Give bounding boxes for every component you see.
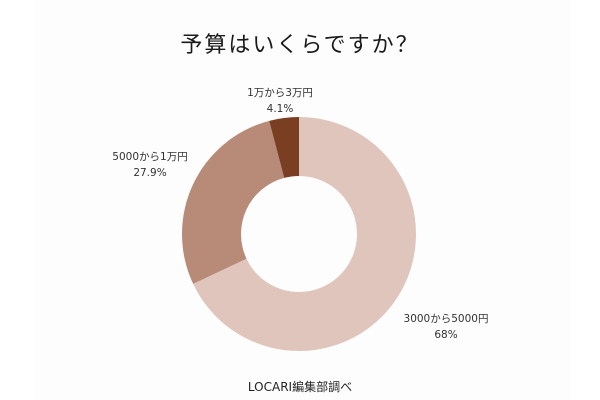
slice-label-3000-5000: 3000から5000円 68% xyxy=(386,311,506,343)
background-band-left xyxy=(0,0,34,400)
chart-title: 予算はいくらですか？ xyxy=(180,33,420,58)
slice-label-percent: 27.9% xyxy=(133,167,167,179)
slice-label-name: 3000から5000円 xyxy=(403,313,489,325)
donut-slice-0 xyxy=(193,117,416,351)
slice-label-name: 5000から1万円 xyxy=(112,151,188,163)
donut-slice-1 xyxy=(182,120,285,284)
slice-label-5000-10000: 5000から1万円 27.9% xyxy=(95,149,205,181)
slice-label-10000-30000: 1万から3万円 4.1% xyxy=(225,85,335,117)
slice-label-percent: 4.1% xyxy=(266,103,294,115)
slice-label-percent: 68% xyxy=(434,329,458,341)
slice-label-name: 1万から3万円 xyxy=(247,87,313,99)
donut-slice-2 xyxy=(269,117,299,178)
background-band-right xyxy=(570,0,600,400)
source-note: LOCARI編集部調べ xyxy=(247,380,353,394)
